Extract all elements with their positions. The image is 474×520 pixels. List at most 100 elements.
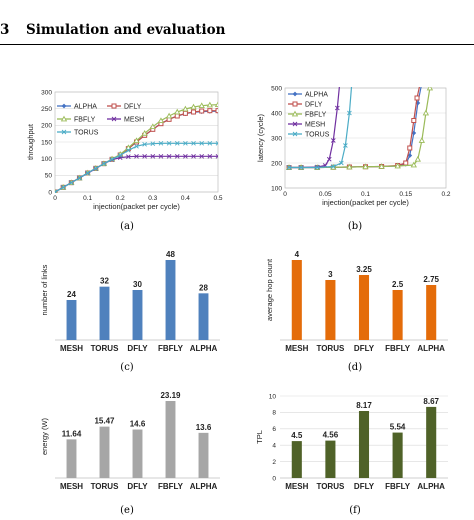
x-tick-label: 0.05	[319, 191, 332, 198]
series-torus	[286, 87, 353, 170]
legend-marker-dfly	[292, 101, 298, 107]
x-tick-label: 0	[53, 195, 57, 202]
data-point-torus	[339, 160, 344, 166]
data-point-torus	[142, 142, 147, 147]
legend-marker-alpha	[292, 91, 298, 97]
data-point-fbfly	[410, 161, 417, 168]
chart-svg: 0 50 100 150 200 250 300 0 0.1 0.2 0.3 0.4 0.5 inject…	[26, 89, 223, 211]
category-label-alpha: ALPHA	[417, 344, 445, 353]
y-tick-label: 500	[271, 85, 282, 92]
y-tick-label: 50	[45, 173, 53, 180]
data-label-fbfly: 5.54	[390, 423, 406, 432]
data-label-mesh: 4.5	[291, 431, 303, 440]
data-point-torus	[109, 157, 115, 162]
chart-svg: average hop count 4 MESH 3 TORUS 3.25 DFLY 2.5 F…	[265, 250, 448, 353]
y-tick-label: 300	[41, 89, 52, 96]
data-point-dfly	[215, 108, 218, 114]
category-label-mesh: MESH	[60, 482, 83, 491]
x-tick-label: 0	[283, 191, 287, 198]
caption-b: (b)	[347, 221, 363, 232]
data-point-alpha	[419, 81, 424, 86]
category-label-alpha: ALPHA	[190, 482, 218, 491]
legend-label-dfly: DFLY	[305, 102, 323, 109]
data-point-fbfly	[174, 108, 181, 115]
bar-fbfly	[392, 432, 403, 478]
legend-label-mesh: MESH	[305, 122, 325, 129]
x-tick-label: 0.4	[181, 195, 190, 202]
y-tick-label: 2	[272, 459, 276, 466]
x-tick-label: 0.2	[116, 195, 125, 202]
series-torus	[55, 141, 218, 193]
category-label-fbfly: FBFLY	[158, 344, 184, 353]
data-point-fbfly	[214, 101, 218, 108]
y-tick-label: 100	[271, 185, 282, 192]
legend-marker-mesh	[111, 116, 117, 122]
data-label-fbfly: 48	[166, 250, 175, 259]
section-title: Simulation and evaluation	[26, 22, 226, 38]
data-point-fbfly	[182, 105, 189, 112]
legend-label-torus: TORUS	[74, 130, 99, 137]
y-axis-label: average hop count	[265, 258, 274, 321]
caption-c: (c)	[120, 362, 134, 373]
data-point-mesh	[142, 154, 147, 159]
data-label-dfly: 8.17	[356, 401, 372, 410]
legend-marker-torus	[61, 129, 67, 135]
data-point-alpha	[415, 100, 421, 106]
x-tick-label: 0.15	[399, 191, 412, 198]
bar-fbfly	[165, 260, 176, 340]
data-point-mesh	[150, 154, 156, 159]
links-chart: number of links 24 MESH 32 TORUS 30 DFLY 48 FBFL…	[20, 240, 230, 360]
legend-marker-alpha	[61, 103, 67, 109]
bar-alpha	[198, 432, 209, 478]
data-point-torus	[298, 165, 304, 170]
series-line-torus	[289, 87, 353, 169]
legend-marker-mesh	[292, 121, 298, 127]
y-tick-label: 4	[272, 443, 276, 450]
y-tick-label: 10	[269, 393, 277, 400]
data-label-alpha: 8.67	[423, 397, 439, 406]
data-label-fbfly: 23.19	[160, 391, 181, 400]
data-point-mesh	[199, 154, 205, 159]
data-point-torus	[126, 148, 131, 153]
data-point-mesh	[338, 81, 342, 85]
caption-a: (a)	[120, 221, 134, 232]
data-label-mesh: 24	[67, 290, 76, 299]
data-point-torus	[68, 180, 74, 185]
data-label-mesh: 11.64	[62, 429, 82, 438]
category-label-dfly: DFLY	[354, 344, 375, 353]
caption-d: (d)	[347, 362, 363, 373]
data-point-torus	[85, 170, 90, 176]
data-label-torus: 32	[100, 277, 109, 286]
category-label-fbfly: FBFLY	[158, 482, 184, 491]
data-point-mesh	[158, 154, 164, 159]
legend-label-mesh: MESH	[124, 117, 144, 124]
category-label-alpha: ALPHA	[417, 482, 445, 491]
data-label-torus: 3	[328, 270, 333, 279]
data-label-dfly: 30	[133, 280, 142, 289]
legend-marker-dfly	[111, 103, 117, 109]
data-point-dfly	[403, 160, 409, 166]
data-point-torus	[158, 141, 164, 146]
data-label-alpha: 2.75	[423, 275, 439, 284]
legend-label-fbfly: FBFLY	[305, 112, 327, 119]
bar-mesh	[66, 439, 77, 478]
data-point-dfly	[199, 108, 205, 114]
energy-chart: energy (W) 11.64 MESH 15.47 TORUS 14.6 DFLY 23.…	[20, 390, 230, 502]
bar-dfly	[132, 290, 143, 340]
header-rule	[0, 44, 474, 45]
data-point-fbfly	[362, 163, 369, 170]
y-axis-label: throughput	[26, 123, 35, 160]
data-point-fbfly	[414, 155, 421, 162]
bar-torus	[325, 440, 336, 478]
legend-label-alpha: ALPHA	[305, 92, 328, 99]
y-tick-label: 200	[271, 160, 282, 167]
data-point-torus	[117, 153, 123, 158]
data-point-torus	[330, 164, 336, 169]
legend-label-fbfly: FBFLY	[74, 117, 96, 124]
data-point-mesh	[207, 154, 213, 159]
data-point-dfly	[418, 81, 422, 85]
data-point-torus	[55, 189, 58, 193]
data-point-fbfly	[141, 130, 148, 136]
data-point-torus	[150, 141, 156, 146]
bar-alpha	[426, 285, 437, 340]
